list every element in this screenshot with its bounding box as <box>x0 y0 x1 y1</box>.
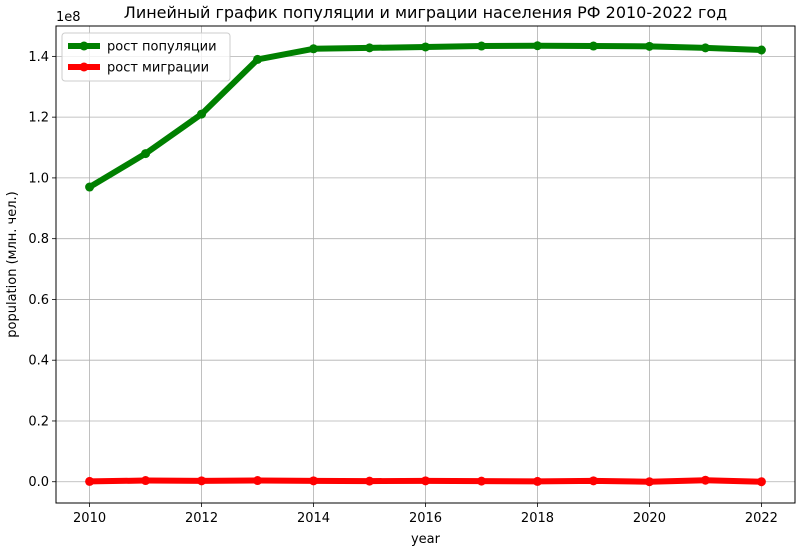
y-tick-label: 1.2 <box>28 111 49 126</box>
y-tick-label: 1.0 <box>28 171 49 186</box>
x-tick-label: 2020 <box>633 511 666 526</box>
legend-box <box>61 32 231 82</box>
x-tick-label: 2016 <box>409 511 442 526</box>
grid <box>56 26 795 503</box>
data-point <box>532 41 542 51</box>
data-point <box>644 477 654 487</box>
data-point <box>644 41 654 51</box>
y-tick-label: 0.2 <box>28 414 49 429</box>
data-point <box>365 476 375 486</box>
data-point <box>476 41 486 51</box>
y-tick-label: 0.8 <box>28 232 49 247</box>
data-point <box>85 476 95 486</box>
data-point <box>197 109 207 119</box>
data-point <box>756 477 766 487</box>
legend-label: рост популяции <box>107 40 217 55</box>
series-group <box>85 41 766 487</box>
data-point <box>253 476 263 486</box>
data-point <box>141 476 151 486</box>
data-point <box>309 476 319 486</box>
data-point <box>588 41 598 51</box>
y-tick-label: 0.4 <box>28 354 49 369</box>
data-point <box>197 476 207 486</box>
x-axis-label: year <box>411 532 441 547</box>
x-tick-label: 2018 <box>521 511 554 526</box>
y-tick-label: 0.6 <box>28 293 49 308</box>
data-point <box>532 476 542 486</box>
axis-ticks: 2010 2012 2014 2016 2018 2020 2022 0.0 0.2 0.4 0.6… <box>28 50 778 526</box>
data-point <box>365 43 375 53</box>
data-point <box>700 43 710 53</box>
y-axis-label: population (млн. чел.) <box>5 191 20 337</box>
data-point <box>253 54 263 64</box>
legend-marker <box>79 41 89 51</box>
x-tick-label: 2010 <box>73 511 106 526</box>
data-point <box>756 45 766 55</box>
data-point <box>700 475 710 485</box>
data-point <box>421 42 430 52</box>
data-point <box>421 476 430 486</box>
y-axis-offset-label: 1e8 <box>56 10 81 25</box>
data-point <box>588 476 598 486</box>
x-tick-label: 2014 <box>297 511 330 526</box>
data-point <box>476 476 486 486</box>
legend-marker <box>79 62 89 72</box>
y-tick-label: 1.4 <box>28 50 49 65</box>
data-point <box>141 149 151 159</box>
y-tick-label: 0.0 <box>28 475 49 490</box>
x-tick-label: 2022 <box>745 511 778 526</box>
legend: рост популяции рост миграции <box>61 32 231 82</box>
data-point <box>309 44 319 54</box>
legend-label: рост миграции <box>107 61 209 76</box>
chart-title: Линейный график популяции и миграции нас… <box>124 3 727 22</box>
data-point <box>85 182 95 192</box>
x-tick-label: 2012 <box>185 511 218 526</box>
